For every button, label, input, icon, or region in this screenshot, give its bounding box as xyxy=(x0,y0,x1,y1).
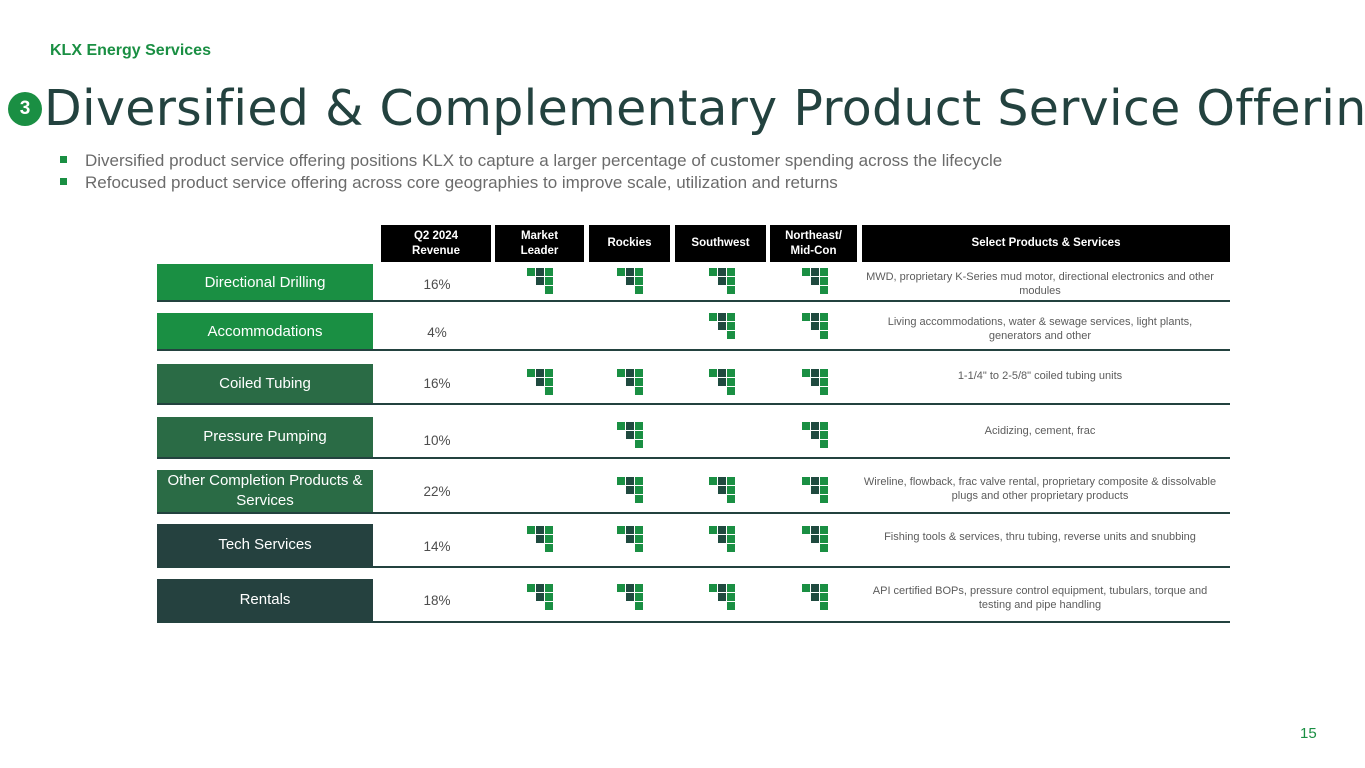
section-number-badge: 3 xyxy=(8,92,42,126)
products-services-text: MWD, proprietary K-Series mud motor, dir… xyxy=(866,271,1214,297)
revenue-percent: 10% xyxy=(423,433,451,448)
products-services-text: 1-1/4" to 2-5/8" coiled tubing units xyxy=(957,370,1123,382)
klx-logo-mark-icon xyxy=(802,477,830,505)
klx-logo-mark-icon xyxy=(709,313,737,341)
klx-logo-mark-icon xyxy=(709,369,737,397)
klx-logo-mark-icon xyxy=(617,477,645,505)
service-label: Coiled Tubing xyxy=(157,364,373,404)
klx-logo-mark-icon xyxy=(709,584,737,612)
revenue-percent: 22% xyxy=(423,484,451,499)
klx-logo-mark-icon xyxy=(802,369,830,397)
header-revenue: Q2 2024 Revenue xyxy=(381,225,491,262)
klx-logo-mark-icon xyxy=(802,268,830,296)
klx-logo-mark-icon xyxy=(802,526,830,554)
header-northeast: Northeast/ Mid-Con xyxy=(770,225,857,262)
klx-logo-mark-icon xyxy=(527,268,555,296)
klx-logo-mark-icon xyxy=(617,422,645,450)
klx-logo-mark-icon xyxy=(709,526,737,554)
header-southwest: Southwest xyxy=(675,225,766,262)
products-services-text: API certified BOPs, pressure control equ… xyxy=(872,585,1208,611)
brand-name: KLX Energy Services xyxy=(50,42,211,59)
bullet-list: Diversified product service offering pos… xyxy=(60,150,1002,194)
klx-logo-mark-icon xyxy=(802,422,830,450)
bullet-text: Refocused product service offering acros… xyxy=(85,173,838,192)
square-bullet-icon xyxy=(60,178,67,185)
klx-logo-mark-icon xyxy=(617,526,645,554)
revenue-percent: 16% xyxy=(423,376,451,391)
products-services-text: Acidizing, cement, frac xyxy=(984,425,1096,437)
klx-logo-mark-icon xyxy=(527,369,555,397)
row-divider xyxy=(157,349,1230,351)
klx-logo-mark-icon xyxy=(802,313,830,341)
header-market-leader: Market Leader xyxy=(495,225,584,262)
page-title: Diversified & Complementary Product Serv… xyxy=(44,80,1365,137)
service-label: Accommodations xyxy=(157,313,373,350)
service-label: Directional Drilling xyxy=(157,264,373,301)
row-divider xyxy=(157,512,1230,514)
service-label: Rentals xyxy=(157,579,373,621)
products-services-text: Wireline, flowback, frac valve rental, p… xyxy=(863,476,1217,502)
bullet-item: Diversified product service offering pos… xyxy=(60,150,1002,172)
products-services-text: Living accommodations, water & sewage se… xyxy=(887,316,1193,342)
revenue-percent: 16% xyxy=(423,277,451,292)
klx-logo-mark-icon xyxy=(617,369,645,397)
row-divider xyxy=(157,300,1230,302)
klx-logo-mark-icon xyxy=(709,268,737,296)
klx-logo-mark-icon xyxy=(527,584,555,612)
bullet-text: Diversified product service offering pos… xyxy=(85,151,1003,170)
row-divider xyxy=(157,457,1230,459)
service-label: Other Completion Products & Services xyxy=(157,470,373,512)
service-label: Tech Services xyxy=(157,524,373,566)
header-products: Select Products & Services xyxy=(862,225,1230,262)
revenue-percent: 14% xyxy=(423,539,451,554)
klx-logo-mark-icon xyxy=(617,268,645,296)
klx-logo-mark-icon xyxy=(802,584,830,612)
service-label: Pressure Pumping xyxy=(157,417,373,457)
page-number: 15 xyxy=(1300,725,1317,742)
klx-logo-mark-icon xyxy=(617,584,645,612)
header-rockies: Rockies xyxy=(589,225,670,262)
row-divider xyxy=(157,566,1230,568)
klx-logo-mark-icon xyxy=(527,526,555,554)
row-divider xyxy=(157,403,1230,405)
square-bullet-icon xyxy=(60,156,67,163)
row-divider xyxy=(157,621,1230,623)
products-services-text: Fishing tools & services, thru tubing, r… xyxy=(884,531,1196,543)
revenue-percent: 4% xyxy=(427,325,447,340)
revenue-percent: 18% xyxy=(423,593,451,608)
klx-logo-mark-icon xyxy=(709,477,737,505)
bullet-item: Refocused product service offering acros… xyxy=(60,172,1002,194)
